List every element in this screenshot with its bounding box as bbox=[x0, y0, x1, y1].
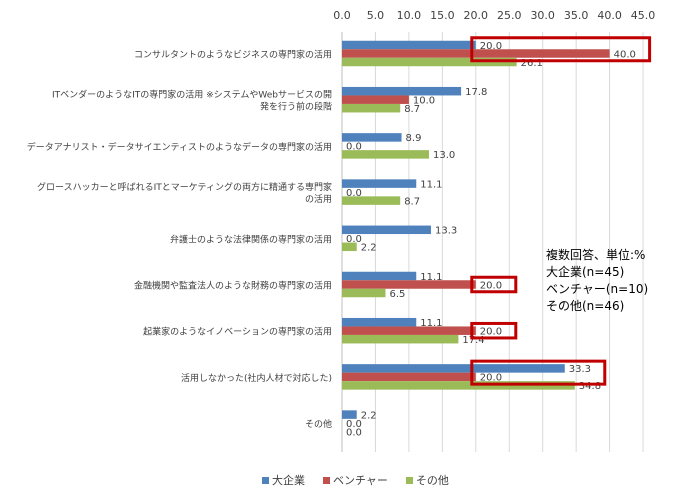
highlight-box bbox=[470, 275, 518, 294]
bar bbox=[342, 271, 417, 281]
bar bbox=[342, 196, 401, 205]
x-tick-label: 35.0 bbox=[564, 9, 589, 22]
data-label: 2.2 bbox=[361, 243, 377, 254]
x-tick-label: 30.0 bbox=[530, 9, 555, 22]
bar bbox=[342, 288, 386, 298]
data-label: 0.0 bbox=[346, 142, 362, 153]
data-label: 11.1 bbox=[420, 272, 442, 283]
bar bbox=[342, 179, 417, 188]
data-label: 33.3 bbox=[569, 364, 591, 375]
bar bbox=[342, 133, 402, 142]
bar bbox=[342, 225, 431, 235]
category-label: の活用 bbox=[305, 193, 332, 205]
bar bbox=[342, 410, 357, 419]
data-label: 2.2 bbox=[361, 410, 377, 421]
data-label: 40.0 bbox=[614, 49, 636, 60]
bar bbox=[342, 280, 476, 289]
x-tick-label: 40.0 bbox=[597, 9, 622, 22]
bar bbox=[342, 364, 565, 373]
bar bbox=[342, 40, 476, 50]
annotation-line: その他(n=46) bbox=[546, 299, 625, 313]
data-label: 13.3 bbox=[435, 226, 457, 237]
legend-item: 大企業 bbox=[262, 472, 305, 488]
x-tick-label: 15.0 bbox=[430, 9, 455, 22]
data-label: 20.0 bbox=[480, 373, 502, 384]
data-label: 6.5 bbox=[389, 289, 405, 300]
chart-annotation: 複数回答、単位:% 大企業(n=45) ベンチャー(n=10) その他(n=46… bbox=[546, 247, 648, 315]
bar bbox=[342, 103, 401, 113]
category-label: 金融機関や監査法人のような財務の専門家の活用 bbox=[134, 280, 332, 292]
data-label: 8.9 bbox=[406, 133, 422, 144]
legend-swatch bbox=[405, 476, 413, 484]
category-label: 発を行う前の段階 bbox=[260, 101, 332, 113]
annotation-line: 複数回答、単位:% bbox=[546, 248, 646, 262]
bar bbox=[342, 95, 409, 104]
category-label: 起業家のようなイノベーションの専門家の活用 bbox=[143, 326, 332, 338]
data-label: 10.0 bbox=[413, 95, 435, 106]
category-label: グロースハッカーと呼ばれるITとマーケティングの両方に精通する専門家 bbox=[37, 181, 332, 193]
data-label: 11.1 bbox=[420, 318, 442, 329]
category-label: 活用しなかった(社内人材で対応した) bbox=[181, 372, 332, 384]
data-label: 20.0 bbox=[480, 41, 502, 52]
category-label: その他 bbox=[305, 418, 332, 430]
data-label: 17.4 bbox=[462, 335, 484, 346]
data-label: 26.1 bbox=[521, 58, 543, 69]
x-tick-label: 20.0 bbox=[464, 9, 489, 22]
bar bbox=[342, 150, 429, 159]
annotation-line: ベンチャー(n=10) bbox=[546, 282, 649, 296]
legend-label: ベンチャー bbox=[333, 474, 388, 487]
data-label: 17.8 bbox=[465, 87, 487, 98]
chart-legend: 大企業 ベンチャー その他 bbox=[262, 472, 449, 488]
data-label: 0.0 bbox=[346, 419, 362, 430]
data-label: 13.0 bbox=[433, 150, 455, 161]
legend-label: 大企業 bbox=[272, 474, 305, 487]
legend-swatch bbox=[323, 476, 330, 484]
category-label: 弁護士のような法律関係の専門家の活用 bbox=[170, 233, 332, 245]
bar bbox=[342, 242, 357, 252]
data-label: 0.0 bbox=[346, 234, 362, 245]
data-label: 11.1 bbox=[420, 179, 442, 190]
bar bbox=[342, 57, 517, 67]
legend-swatch bbox=[262, 476, 269, 484]
data-label: 8.7 bbox=[404, 104, 420, 115]
data-label: 34.8 bbox=[579, 381, 601, 392]
data-label: 0.0 bbox=[346, 427, 362, 438]
bar bbox=[342, 49, 610, 58]
legend-item: その他 bbox=[405, 472, 449, 488]
x-tick-label: 25.0 bbox=[497, 9, 522, 22]
data-label: 8.7 bbox=[404, 196, 420, 207]
bar bbox=[342, 334, 459, 344]
data-label: 20.0 bbox=[480, 326, 502, 337]
legend-item: ベンチャー bbox=[323, 472, 388, 488]
x-tick-label: 10.0 bbox=[397, 9, 422, 22]
category-label: コンサルタントのようなビジネスの専門家の活用 bbox=[134, 49, 332, 61]
legend-label: その他 bbox=[415, 474, 449, 487]
bar bbox=[342, 381, 575, 390]
annotation-line: 大企業(n=45) bbox=[546, 265, 625, 279]
bar bbox=[342, 86, 462, 96]
x-tick-label: 5.0 bbox=[367, 9, 385, 22]
data-label: 20.0 bbox=[480, 280, 502, 291]
category-label: データアナリスト・データサイエンティストのようなデータの専門家の活用 bbox=[27, 141, 332, 153]
highlight-box bbox=[470, 321, 518, 340]
category-label: ITベンダーのようなITの専門家の活用 ※システムやWebサービスの開 bbox=[52, 89, 332, 101]
data-label: 0.0 bbox=[346, 188, 362, 199]
bar bbox=[342, 326, 476, 335]
x-tick-label: 0.0 bbox=[333, 9, 351, 22]
highlight-box bbox=[470, 36, 652, 63]
x-tick-label: 45.0 bbox=[631, 9, 656, 22]
bar bbox=[342, 372, 476, 382]
bar bbox=[342, 317, 417, 327]
highlight-box bbox=[470, 359, 607, 386]
